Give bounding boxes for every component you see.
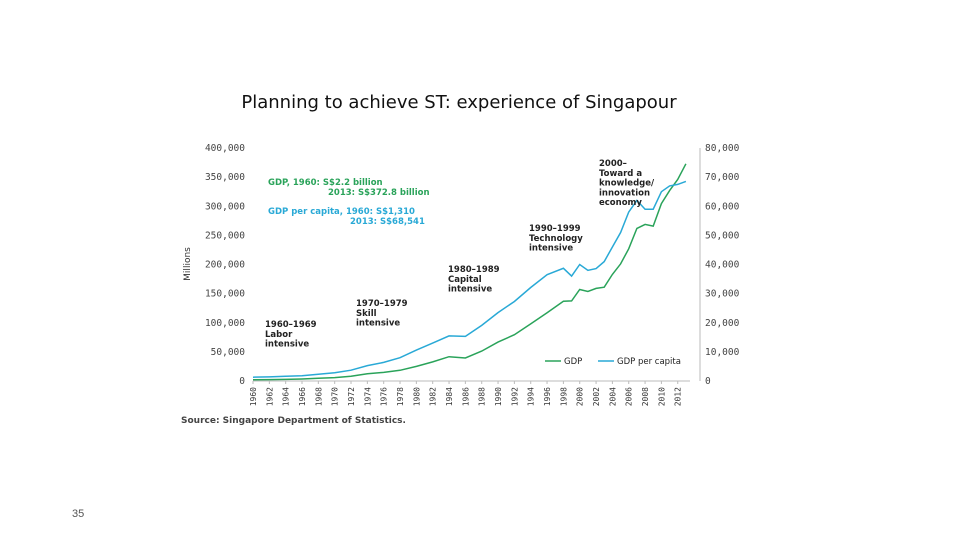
x-tick-label: 1968	[314, 387, 323, 406]
axis-layer	[253, 148, 701, 382]
right-tick-label: 60,000	[705, 201, 740, 212]
annotation-line: knowledge/	[599, 179, 655, 189]
annotation-line: Technology	[529, 234, 583, 244]
x-tick-label: 2010	[657, 387, 666, 406]
source-note: Source: Singapore Department of Statisti…	[181, 416, 406, 426]
annotation-line: GDP, 1960: S$2.2 billion	[268, 178, 383, 188]
page-number: 35	[72, 508, 85, 520]
x-axis-ticks: 1960 1962 1964 1966 1968 1970 1972 1974 1976 1978…	[249, 381, 683, 406]
annotation-line: 2000–	[599, 159, 627, 169]
legend-entry: GDP	[545, 357, 582, 367]
annotation-line: GDP per capita, 1960: S$1,310	[268, 207, 415, 217]
x-tick-label: 1980	[412, 387, 421, 406]
left-tick-label: 250,000	[205, 230, 245, 241]
right-tick-label: 30,000	[705, 289, 740, 300]
left-tick-label: 350,000	[205, 172, 245, 183]
x-tick-label: 1996	[543, 387, 552, 406]
annotation-line: economy	[599, 198, 642, 208]
left-tick-label: 100,000	[205, 318, 245, 329]
left-tick-label: 150,000	[205, 289, 245, 300]
x-tick-label: 1994	[527, 387, 536, 406]
left-axis-ticks: 0 50,000 100,000 150,000 200,000 250,000 300,0…	[205, 143, 245, 387]
x-tick-label: 1984	[445, 387, 454, 406]
right-tick-label: 0	[705, 376, 711, 387]
right-tick-label: 80,000	[705, 143, 740, 154]
x-tick-label: 2012	[674, 387, 683, 406]
left-tick-label: 200,000	[205, 260, 245, 271]
x-tick-label: 1976	[380, 387, 389, 406]
annotation-line: 1990–1999	[529, 224, 581, 234]
x-tick-label: 1962	[265, 387, 274, 406]
annotation-line: Capital	[448, 275, 482, 285]
x-tick-label: 1966	[298, 387, 307, 406]
right-tick-label: 10,000	[705, 347, 740, 358]
slide-title: Planning to achieve ST: experience of Si…	[241, 92, 677, 113]
x-tick-label: 1964	[282, 387, 291, 406]
right-tick-label: 50,000	[705, 230, 740, 241]
x-tick-label: 1982	[429, 387, 438, 406]
legend-label: GDP	[564, 357, 582, 367]
annotation-line: intensive	[356, 319, 400, 329]
x-tick-label: 2002	[592, 387, 601, 406]
left-tick-label: 50,000	[211, 347, 246, 358]
right-axis-ticks: 0 10,000 20,000 30,000 40,000 50,000 60,000 70,…	[705, 143, 740, 387]
x-tick-label: 2000	[576, 387, 585, 406]
annotation-line: 2013: S$372.8 billion	[328, 188, 430, 198]
x-tick-label: 1978	[396, 387, 405, 406]
x-tick-label: 1970	[331, 387, 340, 406]
right-tick-label: 70,000	[705, 172, 740, 183]
annotation-line: Labor	[265, 330, 293, 340]
x-tick-label: 2008	[641, 387, 650, 406]
series-layer	[252, 163, 687, 381]
x-tick-label: 1974	[363, 387, 372, 406]
annotation-line: 1980–1989	[448, 265, 500, 275]
x-tick-label: 1990	[494, 387, 503, 406]
annotation-line: intensive	[265, 340, 309, 350]
right-tick-label: 20,000	[705, 318, 740, 329]
legend-entry: GDP per capita	[598, 357, 681, 367]
annotation-line: intensive	[529, 244, 573, 254]
left-tick-label: 300,000	[205, 201, 245, 212]
legend: GDP GDP per capita	[545, 357, 681, 367]
annotation-line: intensive	[448, 285, 492, 295]
x-tick-label: 1998	[559, 387, 568, 406]
x-tick-label: 2004	[608, 387, 617, 406]
annotation-line: 1970–1979	[356, 299, 408, 309]
y-axis-label: Millions	[183, 247, 193, 281]
gdp-per-capita-line	[252, 180, 687, 378]
annotation-line: Toward a	[599, 169, 642, 179]
annotation-line: Skill	[356, 309, 377, 319]
x-tick-label: 1972	[347, 387, 356, 406]
annotation-line: innovation	[599, 188, 650, 198]
x-tick-label: 2006	[625, 387, 634, 406]
left-tick-label: 0	[239, 376, 245, 387]
annotation-line: 2013: S$68,541	[350, 217, 425, 227]
x-tick-label: 1988	[478, 387, 487, 406]
x-tick-label: 1986	[461, 387, 470, 406]
x-tick-label: 1992	[510, 387, 519, 406]
left-tick-label: 400,000	[205, 143, 245, 154]
right-tick-label: 40,000	[705, 260, 740, 271]
gdp-line	[252, 163, 687, 381]
annotation-line: 1960–1969	[265, 320, 317, 330]
legend-label: GDP per capita	[617, 357, 681, 367]
x-tick-label: 1960	[249, 387, 258, 406]
